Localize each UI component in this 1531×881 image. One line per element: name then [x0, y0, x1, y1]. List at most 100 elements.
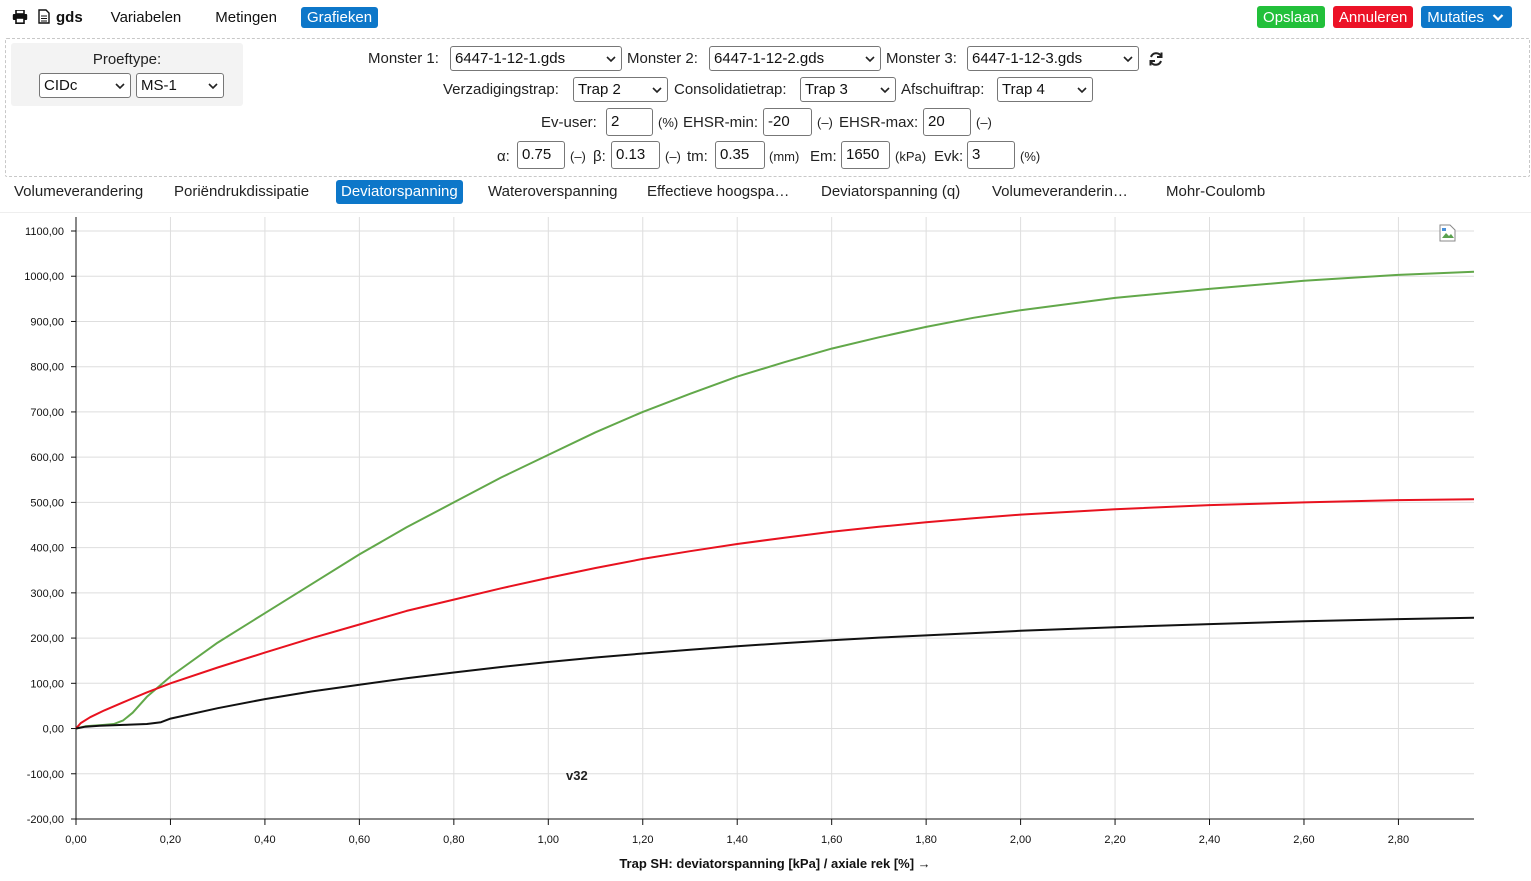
x-axis-ticks: 0,00 0,20 0,40 0,60 0,80 1,00 1,20 1,40 1,60 1,80… — [65, 819, 1409, 846]
y-tick-label: 700,00 — [30, 407, 64, 419]
monster1-value: 6447-1-12-1.gds — [455, 50, 566, 67]
brand-label: gds — [56, 8, 83, 26]
ehsr-min-unit: (–) — [817, 115, 833, 130]
alpha-unit: (–) — [570, 149, 586, 164]
tab-poriendrukdissipatie[interactable]: Poriëndrukdissipatie — [174, 183, 310, 200]
series-line-2 — [75, 498, 1475, 730]
verzadiging-select[interactable]: Trap 2 — [573, 77, 668, 102]
y-tick-label: -100,00 — [27, 769, 64, 781]
save-button[interactable]: Opslaan — [1257, 6, 1325, 28]
x-tick-label: 0,40 — [254, 834, 275, 846]
y-tick-label: 1100,00 — [25, 226, 64, 238]
y-tick-label: 400,00 — [30, 543, 64, 555]
chart-grid — [75, 217, 1474, 820]
monster3-select[interactable]: 6447-1-12-3.gds — [967, 46, 1139, 71]
afschuif-label: Afschuiftrap: — [901, 81, 985, 98]
proeftype-variant-select[interactable]: MS-1 — [136, 73, 224, 98]
ehsr-max-label: EHSR-max: — [839, 114, 919, 131]
mutations-dropdown[interactable]: Mutaties — [1421, 6, 1512, 28]
x-tick-label: 0,20 — [160, 834, 181, 846]
nav-variabelen[interactable]: Variabelen — [110, 8, 182, 26]
x-tick-label: 0,60 — [349, 834, 370, 846]
mutations-label: Mutaties — [1427, 8, 1484, 26]
chart-series — [75, 270, 1475, 730]
tab-effectieve-hoogspanning[interactable]: Effectieve hoogspa… — [647, 183, 790, 200]
cancel-button[interactable]: Annuleren — [1332, 6, 1414, 28]
y-tick-label: -200,00 — [27, 814, 64, 826]
tab-volumeverandering[interactable]: Volumeverandering — [14, 183, 144, 200]
em-input[interactable]: 1650 — [841, 141, 890, 169]
ev-user-unit: (%) — [658, 115, 679, 130]
series-line-3 — [75, 616, 1475, 730]
x-tick-label: 0,80 — [443, 834, 464, 846]
tab-mohr-coulomb[interactable]: Mohr-Coulomb — [1166, 183, 1266, 200]
y-tick-label: 500,00 — [30, 497, 64, 509]
evk-input[interactable]: 3 — [967, 141, 1015, 169]
verzadiging-label: Verzadigingstrap: — [443, 81, 559, 98]
tm-label: tm: — [687, 148, 708, 165]
consolidatie-select[interactable]: Trap 3 — [800, 77, 896, 102]
x-tick-label: 0,00 — [65, 834, 86, 846]
proeftype-select[interactable]: CIDc — [39, 73, 131, 98]
chevron-down-icon — [115, 83, 125, 90]
x-tick-label: 1,20 — [632, 834, 653, 846]
beta-unit: (–) — [665, 149, 681, 164]
nav-grafieken[interactable]: Grafieken — [301, 6, 379, 28]
chevron-down-icon — [865, 56, 875, 63]
y-tick-label: 300,00 — [30, 588, 64, 600]
monster2-value: 6447-1-12-2.gds — [714, 50, 825, 67]
beta-input[interactable]: 0.13 — [611, 141, 660, 169]
monster3-value: 6447-1-12-3.gds — [972, 50, 1083, 67]
monster2-select[interactable]: 6447-1-12-2.gds — [709, 46, 881, 71]
tm-input[interactable]: 0.35 — [715, 141, 765, 169]
consolidatie-label: Consolidatietrap: — [674, 81, 787, 98]
chevron-down-icon — [208, 83, 218, 90]
top-bar: gds Variabelen Metingen Grafieken Opslaa… — [0, 0, 1531, 34]
y-tick-label: 800,00 — [30, 362, 64, 374]
monster3-label: Monster 3: — [886, 50, 957, 67]
ehsr-max-unit: (–) — [976, 115, 992, 130]
y-axis-ticks: -200,00 -100,00 0,00 100,00 200,00 300,00 400,… — [24, 226, 76, 826]
tab-deviatorspanning-q[interactable]: Deviatorspanning (q) — [821, 183, 961, 200]
nav-metingen[interactable]: Metingen — [215, 8, 277, 26]
y-tick-label: 900,00 — [30, 316, 64, 328]
verzadiging-value: Trap 2 — [578, 81, 621, 98]
top-bar-left: gds Variabelen Metingen Grafieken — [10, 5, 400, 29]
x-tick-label: 2,60 — [1293, 834, 1314, 846]
consolidatie-value: Trap 3 — [805, 81, 848, 98]
tab-divider — [0, 212, 1531, 213]
brand-link[interactable]: gds — [38, 9, 83, 26]
ehsr-max-input[interactable]: 20 — [923, 108, 971, 136]
tab-deviatorspanning[interactable]: Deviatorspanning — [336, 180, 463, 204]
chevron-down-icon — [1077, 87, 1087, 94]
tm-unit: (mm) — [769, 149, 800, 164]
ehsr-min-input[interactable]: -20 — [763, 108, 812, 136]
afschuif-select[interactable]: Trap 4 — [997, 77, 1093, 102]
evk-label: Evk: — [934, 148, 964, 165]
refresh-icon[interactable] — [1148, 51, 1164, 67]
chevron-down-icon — [652, 87, 662, 94]
y-tick-label: 100,00 — [30, 678, 64, 690]
proeftype-label: Proeftype: — [92, 51, 162, 68]
x-tick-label: 2,00 — [1010, 834, 1031, 846]
x-tick-label: 1,80 — [915, 834, 936, 846]
broken-image-icon — [1439, 224, 1456, 242]
y-tick-label: 1000,00 — [24, 271, 64, 283]
series-line-1 — [75, 270, 1475, 730]
ev-user-label: Ev-user: — [541, 114, 597, 131]
alpha-input[interactable]: 0.75 — [517, 141, 565, 169]
evk-unit: (%) — [1020, 149, 1041, 164]
x-tick-label: 2,40 — [1199, 834, 1220, 846]
ev-user-input[interactable]: 2 — [606, 108, 653, 136]
x-tick-label: 1,40 — [727, 834, 748, 846]
monster1-select[interactable]: 6447-1-12-1.gds — [450, 46, 622, 71]
chevron-down-icon — [1492, 13, 1504, 21]
print-icon[interactable] — [10, 7, 30, 27]
x-axis-title: Trap SH: deviatorspanning [kPa] / axiale… — [619, 856, 930, 871]
proeftype-select-value: CIDc — [44, 77, 78, 94]
tab-wateroverspanning[interactable]: Wateroverspanning — [488, 183, 618, 200]
alpha-label: α: — [497, 148, 510, 165]
top-bar-actions: Opslaan Annuleren Mutaties — [1257, 6, 1512, 28]
tab-volumeverandering-2[interactable]: Volumeveranderin… — [992, 183, 1128, 200]
afschuif-value: Trap 4 — [1002, 81, 1045, 98]
